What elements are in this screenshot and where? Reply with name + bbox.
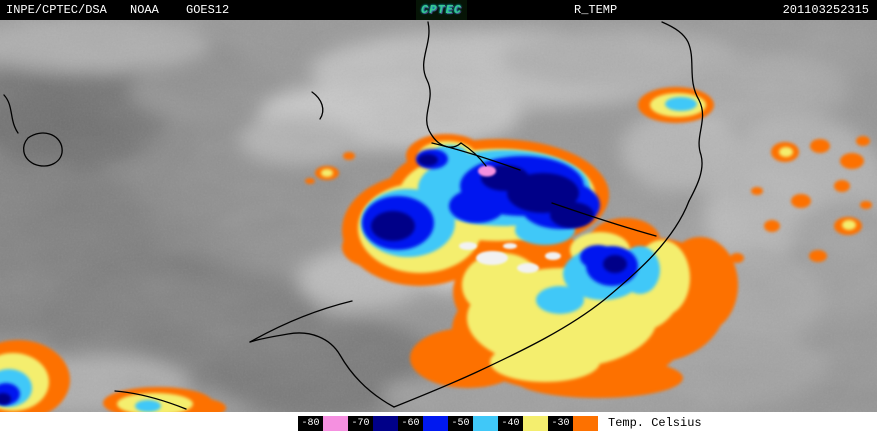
satellite-image — [0, 20, 877, 412]
org-label: NOAA — [130, 3, 159, 17]
cloud-pink-layer — [478, 165, 496, 177]
white-cloud-highlights — [459, 242, 561, 273]
legend-label-50: -50 — [448, 415, 473, 431]
legend-title: Temp. Celsius — [608, 416, 702, 430]
legend-label-80: -80 — [298, 415, 323, 431]
legend-swatch-yellow — [523, 415, 548, 431]
product-label: R_TEMP — [574, 3, 618, 17]
legend-swatch-blue — [423, 415, 448, 431]
legend-label-30: -30 — [548, 415, 573, 431]
coastline-borders — [3, 21, 704, 410]
legend-bar: -80 -70 -60 -50 -40 -30 Temp. Celsius — [0, 412, 877, 434]
temperature-legend: -80 -70 -60 -50 -40 -30 Temp. Celsius — [298, 415, 702, 431]
agency-label: INPE/CPTEC/DSA — [6, 3, 107, 17]
legend-swatch-pink — [323, 415, 348, 431]
header-bar: INPE/CPTEC/DSA NOAA GOES12 CPTEC R_TEMP … — [0, 0, 877, 20]
legend-label-40: -40 — [498, 415, 523, 431]
legend-label-60: -60 — [398, 415, 423, 431]
legend-label-70: -70 — [348, 415, 373, 431]
timestamp-label: 201103252315 — [782, 3, 869, 17]
satellite-map — [0, 20, 877, 412]
legend-swatch-orange — [573, 415, 598, 431]
legend-swatch-navy — [373, 415, 398, 431]
legend-swatch-cyan — [473, 415, 498, 431]
cptec-logo: CPTEC — [416, 0, 468, 20]
satellite-label: GOES12 — [186, 3, 230, 17]
